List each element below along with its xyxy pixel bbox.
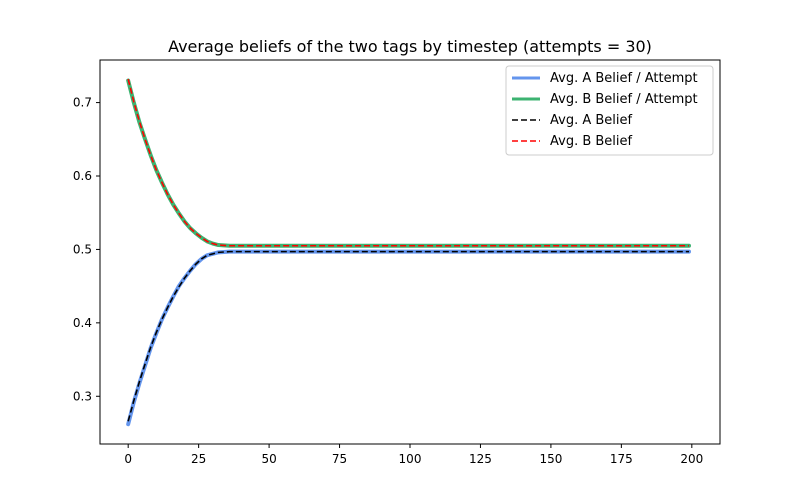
chart-title: Average beliefs of the two tags by times…	[168, 37, 652, 56]
y-tick-label: 0.5	[73, 242, 92, 256]
series-line-avg-a-belief-attempt	[126, 249, 691, 427]
legend-label: Avg. B Belief	[550, 134, 633, 149]
legend-label: Avg. B Belief / Attempt	[550, 92, 698, 107]
x-tick-label: 150	[539, 452, 562, 466]
series-layer	[126, 78, 691, 427]
x-tick-label: 100	[399, 452, 422, 466]
x-tick-label: 0	[124, 452, 132, 466]
legend-label: Avg. A Belief / Attempt	[550, 71, 698, 86]
y-tick-label: 0.6	[73, 169, 92, 183]
x-tick-label: 175	[610, 452, 633, 466]
x-tick-label: 125	[469, 452, 492, 466]
x-tick-label: 75	[332, 452, 347, 466]
series-line-avg-a-belief	[127, 250, 689, 422]
x-tick-label: 50	[261, 452, 276, 466]
y-tick-label: 0.3	[73, 389, 92, 403]
axes: 0 25 50 75 100 125 150 175 200 0.3 0.4 0.5 0.6 0.7	[73, 59, 721, 466]
legend: Avg. A Belief / Attempt Avg. B Belief / A…	[505, 65, 714, 156]
legend-label: Avg. A Belief	[550, 113, 633, 128]
y-tick-label: 0.7	[73, 96, 92, 110]
x-tick-label: 25	[191, 452, 206, 466]
x-tick-label: 200	[680, 452, 703, 466]
y-tick-label: 0.4	[73, 316, 92, 330]
legend-box	[505, 65, 714, 156]
series-line-avg-b-belief	[127, 78, 689, 247]
